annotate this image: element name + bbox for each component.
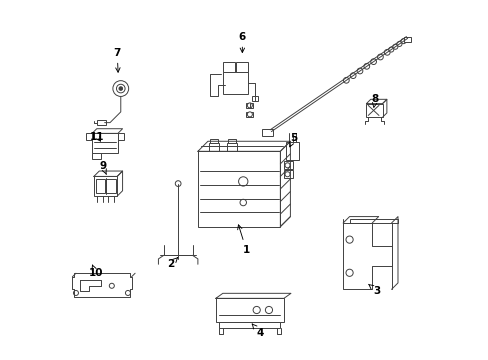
Circle shape [346,269,352,276]
Bar [223,62,234,72]
Bar [208,143,219,151]
Bar [262,130,273,136]
Circle shape [388,47,393,52]
Circle shape [125,291,130,296]
Circle shape [356,68,362,74]
Bar [403,37,410,42]
Text: 10: 10 [88,265,102,278]
Circle shape [73,291,78,296]
Circle shape [346,236,352,243]
Circle shape [109,283,114,288]
Text: 4: 4 [252,324,264,338]
Bar [215,298,284,321]
Bar [284,170,292,178]
Circle shape [285,163,289,168]
Circle shape [392,44,397,49]
Circle shape [396,41,401,46]
Circle shape [247,103,252,108]
Bar [236,62,247,72]
Bar [252,96,258,101]
Bar [226,143,237,151]
Circle shape [363,63,369,69]
Bar [228,139,235,143]
Circle shape [175,181,181,186]
Text: 1: 1 [237,225,249,255]
Circle shape [253,306,260,314]
Bar [246,112,253,117]
Bar [210,139,217,143]
Circle shape [265,306,272,314]
Circle shape [377,54,383,60]
Circle shape [116,84,125,93]
Circle shape [247,112,252,117]
Bar [106,179,116,193]
Circle shape [119,87,122,90]
Text: 11: 11 [90,132,104,142]
Bar [85,134,92,140]
Circle shape [285,172,289,177]
Bar [92,134,118,153]
Bar [285,142,299,160]
Text: 6: 6 [238,32,245,53]
Bar [349,219,397,223]
Bar [96,179,105,193]
Text: 5: 5 [289,133,297,147]
Circle shape [349,73,355,78]
Text: 9: 9 [99,161,106,174]
Bar [198,151,280,226]
Bar [94,176,117,196]
Bar [97,121,106,126]
Bar [366,104,382,117]
Text: 3: 3 [368,284,380,296]
Bar [246,103,253,108]
Bar [219,321,280,328]
Bar [118,134,124,140]
Circle shape [400,39,405,44]
Text: 7: 7 [113,48,121,72]
Circle shape [238,177,247,186]
Text: 2: 2 [167,258,177,269]
Text: 8: 8 [371,94,378,107]
Circle shape [370,59,376,64]
Circle shape [240,199,246,206]
Bar [223,72,247,94]
Circle shape [113,81,128,96]
Circle shape [384,49,389,55]
Circle shape [343,77,348,83]
Bar [284,161,292,169]
Bar [92,153,101,159]
